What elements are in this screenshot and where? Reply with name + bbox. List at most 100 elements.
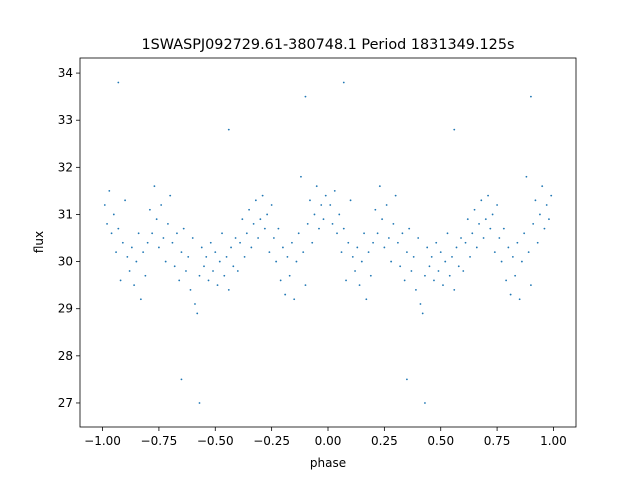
- point: [437, 270, 440, 272]
- point: [424, 274, 426, 277]
- point: [532, 222, 535, 225]
- point: [514, 274, 517, 277]
- point: [460, 237, 462, 239]
- point: [203, 265, 205, 268]
- point: [309, 199, 311, 202]
- point: [387, 237, 390, 239]
- point: [187, 255, 190, 258]
- point: [480, 199, 483, 202]
- point: [505, 279, 508, 282]
- point: [448, 274, 451, 277]
- point: [158, 246, 160, 249]
- point: [329, 204, 332, 206]
- point: [338, 213, 341, 216]
- point: [455, 246, 458, 249]
- point: [182, 227, 185, 230]
- point: [446, 232, 449, 235]
- point: [372, 241, 374, 244]
- point: [291, 241, 293, 244]
- point: [230, 246, 232, 249]
- y-tick-label: 28: [58, 349, 73, 363]
- point: [412, 255, 415, 258]
- point: [406, 378, 408, 381]
- point: [245, 232, 248, 235]
- point: [469, 255, 471, 258]
- point: [536, 241, 539, 244]
- point: [110, 232, 113, 235]
- point: [322, 218, 325, 221]
- point: [266, 213, 269, 216]
- point: [399, 265, 402, 268]
- point: [530, 284, 532, 287]
- point: [369, 274, 372, 277]
- point: [306, 222, 309, 225]
- point: [227, 128, 230, 131]
- point: [376, 232, 379, 235]
- point: [279, 279, 282, 282]
- point: [198, 274, 201, 277]
- point: [487, 194, 489, 197]
- point: [403, 279, 406, 282]
- point: [200, 246, 203, 249]
- point: [252, 222, 255, 225]
- point: [257, 237, 260, 239]
- point: [500, 260, 503, 263]
- point: [302, 251, 305, 254]
- point: [277, 227, 280, 230]
- point: [180, 251, 183, 254]
- point: [112, 213, 115, 216]
- point: [516, 241, 519, 244]
- point: [324, 194, 327, 197]
- point: [139, 298, 142, 301]
- point: [212, 270, 214, 272]
- point: [354, 270, 356, 272]
- point: [502, 227, 505, 230]
- point: [493, 251, 496, 254]
- point: [250, 246, 253, 249]
- point: [108, 189, 111, 192]
- point: [365, 298, 368, 301]
- point: [225, 255, 228, 258]
- x-tick-label: −0.25: [253, 434, 290, 448]
- y-tick-label: 32: [58, 160, 73, 174]
- point: [259, 218, 262, 221]
- y-axis-label: flux: [32, 231, 46, 253]
- point: [189, 288, 192, 291]
- point: [333, 189, 336, 192]
- x-tick-label: −1.00: [84, 434, 121, 448]
- point: [462, 270, 465, 272]
- point: [191, 237, 194, 239]
- point: [478, 222, 480, 225]
- point: [236, 270, 239, 272]
- point: [284, 293, 287, 296]
- point: [541, 185, 544, 188]
- point: [282, 246, 284, 249]
- point: [518, 298, 521, 301]
- point: [475, 246, 478, 249]
- point: [381, 218, 384, 221]
- point: [342, 81, 345, 84]
- point: [103, 204, 106, 206]
- point: [534, 199, 537, 202]
- point: [342, 227, 345, 230]
- point: [218, 260, 221, 263]
- point: [345, 279, 347, 282]
- point: [304, 95, 307, 98]
- point: [106, 222, 108, 225]
- point: [288, 274, 291, 277]
- point: [523, 232, 526, 235]
- point: [185, 270, 187, 272]
- point: [466, 218, 469, 221]
- point: [261, 194, 264, 197]
- point: [374, 208, 377, 211]
- point: [164, 260, 167, 263]
- point: [511, 255, 514, 258]
- point: [293, 298, 296, 301]
- point: [205, 255, 208, 258]
- point: [464, 241, 467, 244]
- point: [144, 274, 147, 277]
- point: [491, 213, 494, 216]
- point: [153, 185, 156, 188]
- point: [527, 251, 530, 254]
- point: [498, 237, 501, 239]
